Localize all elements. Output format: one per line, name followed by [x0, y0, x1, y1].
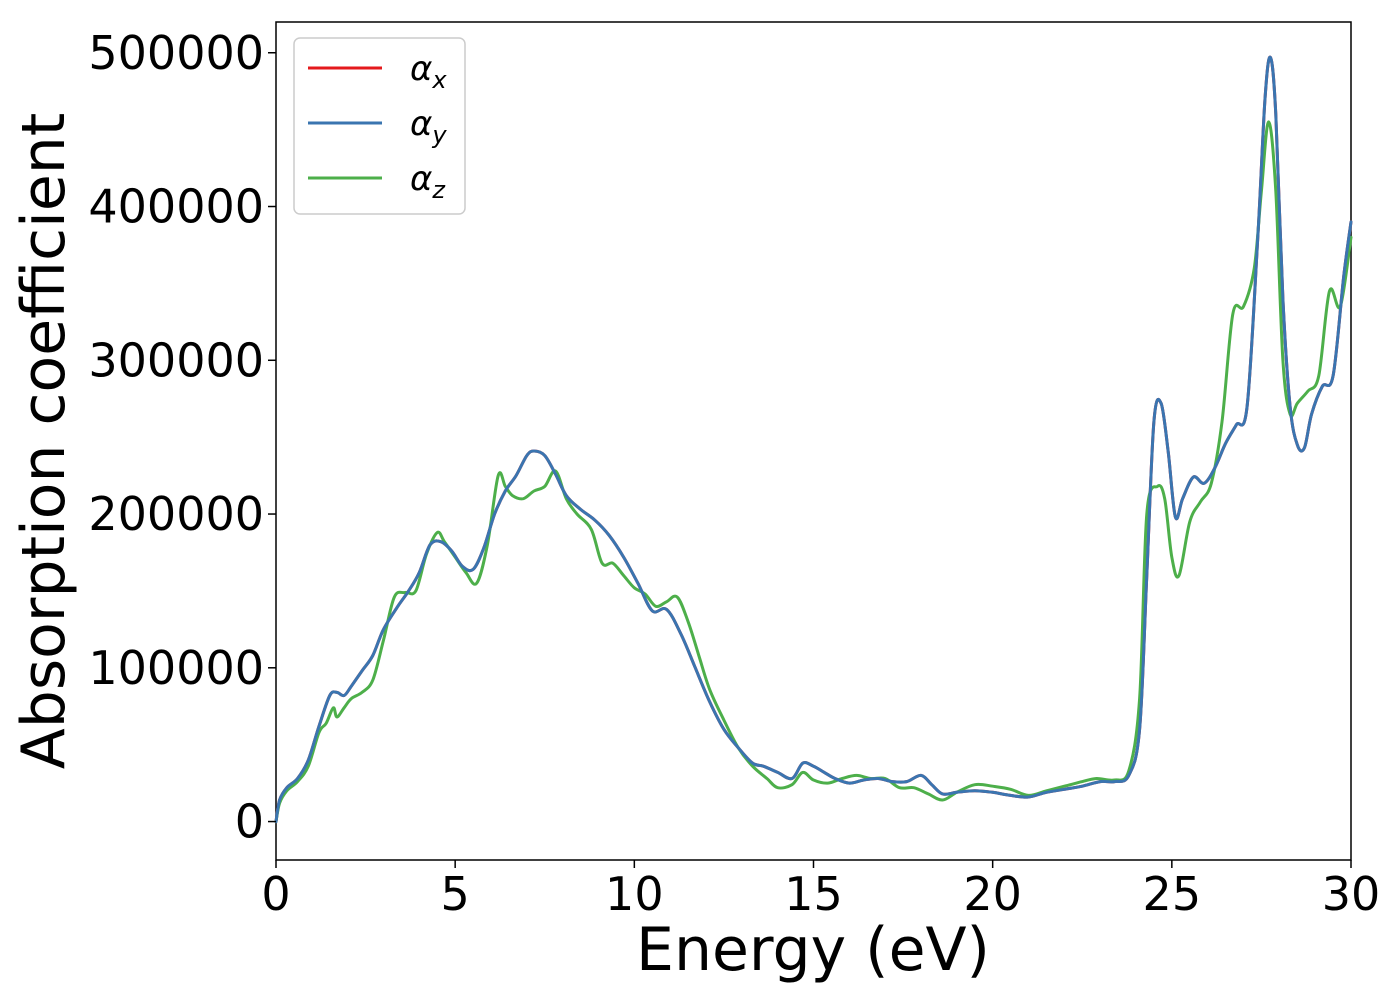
y-tick-label: 200000	[88, 487, 264, 541]
y-tick-label: 400000	[88, 180, 264, 234]
x-tick-label: 20	[963, 867, 1022, 921]
x-axis-title: Energy (eV)	[636, 915, 990, 985]
y-tick-label: 0	[235, 795, 264, 849]
x-axis-ticks: 0 5 10 15 20 25 30	[261, 860, 1380, 921]
y-tick-label: 100000	[88, 641, 264, 695]
y-axis-ticks: 0 100000 200000 300000 400000 500000	[88, 26, 276, 849]
series-line-y	[274, 55, 1353, 824]
legend-label-z: αz	[410, 159, 446, 204]
y-tick-label: 500000	[88, 26, 264, 80]
legend-label-y: αy	[410, 104, 447, 149]
x-tick-label: 25	[1143, 867, 1202, 921]
series-line-z	[274, 120, 1353, 824]
x-tick-label: 0	[261, 867, 290, 921]
legend-label-x: αx	[410, 49, 447, 94]
legend: αx αy αz	[293, 37, 466, 215]
legend-box	[293, 37, 466, 215]
series-layer	[274, 55, 1353, 824]
x-tick-label: 10	[605, 867, 664, 921]
y-axis-title: Absorption coefficient	[9, 113, 79, 770]
x-tick-label: 30	[1322, 867, 1381, 921]
y-tick-label: 300000	[88, 333, 264, 387]
x-tick-label: 5	[441, 867, 470, 921]
x-tick-label: 15	[784, 867, 843, 921]
